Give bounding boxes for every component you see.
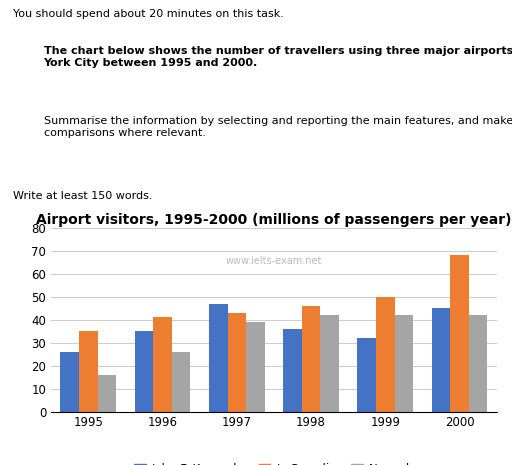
Bar [432,308,450,412]
Bar [135,331,153,412]
Text: Airport visitors, 1995-2000 (millions of passengers per year): Airport visitors, 1995-2000 (millions of… [36,213,511,227]
Bar [450,255,469,412]
Bar [209,304,227,412]
Bar [395,315,413,412]
Text: The chart below shows the number of travellers using three major airports in New: The chart below shows the number of trav… [44,46,512,68]
Bar [60,352,79,412]
Bar [283,329,302,412]
Bar [172,352,190,412]
Bar [321,315,339,412]
Text: www.ielts-exam.net: www.ielts-exam.net [226,256,322,266]
Bar [227,313,246,412]
Bar [357,338,376,412]
Bar [469,315,487,412]
Bar [302,306,321,412]
Text: You should spend about 20 minutes on this task.: You should spend about 20 minutes on thi… [13,9,284,20]
Text: Summarise the information by selecting and reporting the main features, and make: Summarise the information by selecting a… [44,116,512,138]
Bar [376,297,395,412]
Legend: John F. Kennedy, LaGuardia, Newark: John F. Kennedy, LaGuardia, Newark [130,458,418,465]
Bar [79,331,98,412]
Bar [246,322,265,412]
Bar [98,375,116,412]
Text: Write at least 150 words.: Write at least 150 words. [13,191,152,201]
Bar [153,318,172,412]
